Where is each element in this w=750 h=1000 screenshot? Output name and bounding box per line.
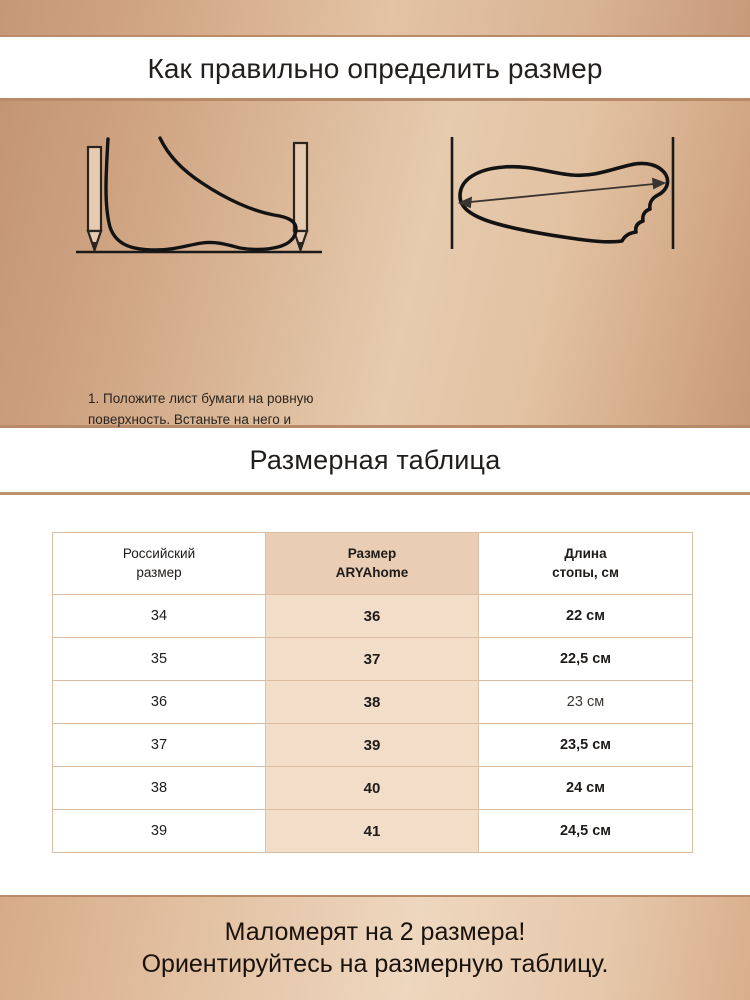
cell-foot-length: 23,5 см — [478, 723, 693, 767]
cell-foot-length: 24 см — [478, 766, 693, 810]
cell-arya-size: 37 — [265, 637, 479, 681]
instruction-step-2: 2. Замерьте длину стопы между крайними т… — [375, 101, 750, 431]
size-table: Российский размер Размер ARYAhome Длина … — [52, 532, 693, 853]
top-decorative-band — [0, 0, 750, 37]
cell-russian-size: 36 — [52, 680, 266, 724]
column-header-line2: стопы, см — [552, 564, 619, 580]
cell-russian-size: 34 — [52, 594, 266, 638]
cell-arya-size: 41 — [265, 809, 479, 853]
column-header-line2: размер — [136, 564, 182, 580]
table-title: Размерная таблица — [249, 444, 501, 475]
cell-arya-size: 39 — [265, 723, 479, 767]
column-header-arya-size: Размер ARYAhome — [265, 532, 479, 595]
table-row: 36 38 23 см — [52, 680, 693, 724]
footer-band: Маломерят на 2 размера! Ориентируйтесь н… — [0, 895, 750, 1000]
page-title: Как правильно определить размер — [147, 52, 603, 84]
footer-line-1: Маломерят на 2 размера! — [224, 917, 526, 946]
table-row: 38 40 24 см — [52, 766, 693, 810]
foot-outline-with-measure-arrow-illustration — [430, 131, 695, 256]
table-row: 39 41 24,5 см — [52, 809, 693, 853]
table-row: 35 37 22,5 см — [52, 637, 693, 681]
cell-russian-size: 38 — [52, 766, 266, 810]
column-header-russian-size: Российский размер — [52, 532, 266, 595]
cell-arya-size: 38 — [265, 680, 479, 724]
header-band: Как правильно определить размер — [0, 39, 750, 98]
table-header-row: Российский размер Размер ARYAhome Длина … — [52, 532, 693, 595]
instructions-band: 1. Положите лист бумаги на ровную поверх… — [0, 98, 750, 468]
cell-foot-length: 24,5 см — [478, 809, 693, 853]
column-header-line1: Российский — [122, 546, 196, 562]
cell-foot-length: 23 см — [478, 680, 693, 724]
cell-arya-size: 36 — [265, 594, 479, 638]
table-row: 37 39 23,5 см — [52, 723, 693, 767]
column-header-line2: ARYAhome — [335, 564, 409, 580]
cell-russian-size: 37 — [52, 723, 266, 767]
cell-russian-size: 35 — [52, 637, 266, 681]
column-header-line1: Размер — [347, 546, 397, 562]
footer-line-2: Ориентируйтесь на размерную таблицу. — [141, 949, 609, 978]
table-row: 34 36 22 см — [52, 594, 693, 638]
cell-foot-length: 22,5 см — [478, 637, 693, 681]
table-title-band: Размерная таблица — [0, 431, 750, 489]
instruction-step-1: 1. Положите лист бумаги на ровную поверх… — [0, 101, 375, 468]
column-header-line1: Длина — [564, 546, 607, 562]
size-table-band: Российский размер Размер ARYAhome Длина … — [0, 492, 750, 895]
cell-russian-size: 39 — [52, 809, 266, 853]
column-header-foot-length: Длина стопы, см — [478, 532, 693, 595]
cell-arya-size: 40 — [265, 766, 479, 810]
foot-side-with-pencils-illustration — [70, 133, 330, 263]
cell-foot-length: 22 см — [478, 594, 693, 638]
